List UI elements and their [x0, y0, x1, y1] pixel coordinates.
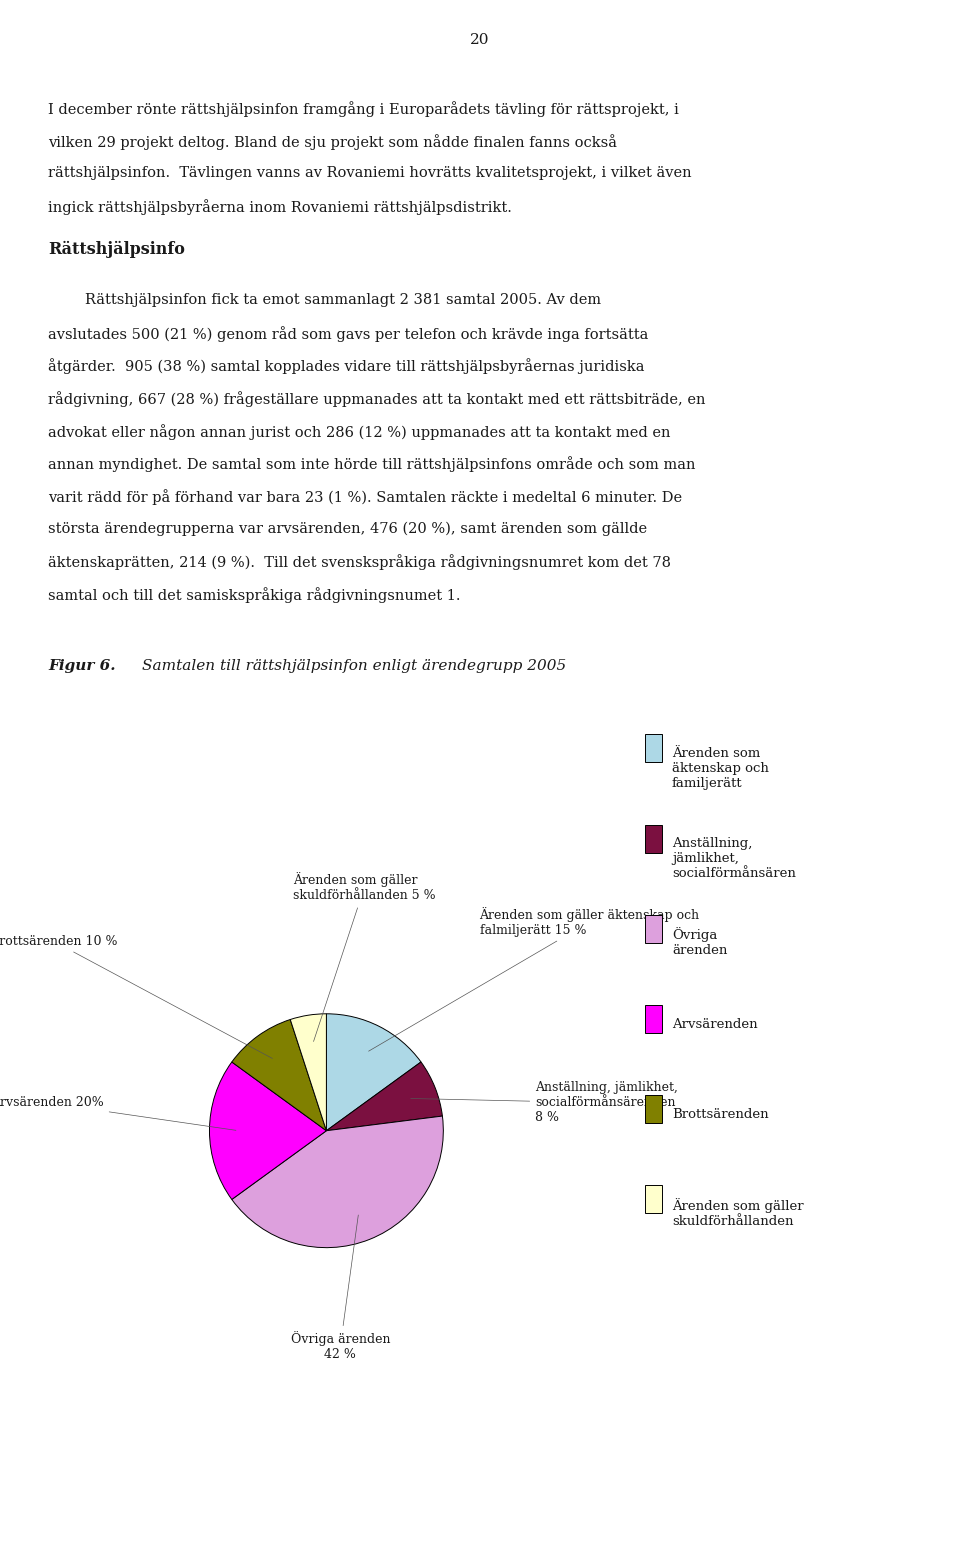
Wedge shape — [326, 1014, 421, 1130]
Text: Anställning, jämlikhet,
socialförmånsärenden
8 %: Anställning, jämlikhet, socialförmånsäre… — [411, 1081, 678, 1124]
Wedge shape — [326, 1062, 443, 1130]
Text: äktenskaprätten, 214 (9 %).  Till det svenskspråkiga rådgivningsnumret kom det 7: äktenskaprätten, 214 (9 %). Till det sve… — [48, 555, 671, 571]
Text: Arvsärenden 20%: Arvsärenden 20% — [0, 1096, 236, 1130]
Text: vilken 29 projekt deltog. Bland de sju projekt som nådde finalen fanns också: vilken 29 projekt deltog. Bland de sju p… — [48, 134, 617, 149]
Text: Brottsärenden 10 %: Brottsärenden 10 % — [0, 935, 273, 1059]
Wedge shape — [231, 1020, 326, 1130]
Text: Figur 6.: Figur 6. — [48, 659, 115, 673]
Text: Ärenden som gäller
skuldförhållanden: Ärenden som gäller skuldförhållanden — [672, 1197, 804, 1228]
Text: Rättshjälpsinfon fick ta emot sammanlagt 2 381 samtal 2005. Av dem: Rättshjälpsinfon fick ta emot sammanlagt… — [48, 294, 601, 308]
Text: Övriga ärenden
42 %: Övriga ärenden 42 % — [291, 1214, 390, 1361]
Text: Anställning,
jämlikhet,
socialförmånsären: Anställning, jämlikhet, socialförmånsäre… — [672, 837, 796, 880]
Text: åtgärder.  905 (38 %) samtal kopplades vidare till rättshjälpsbyråernas juridisk: åtgärder. 905 (38 %) samtal kopplades vi… — [48, 359, 644, 375]
Text: Övriga
ärenden: Övriga ärenden — [672, 927, 728, 958]
Text: I december rönte rättshjälpsinfon framgång i Europarådets tävling för rättsproje: I december rönte rättshjälpsinfon framgå… — [48, 101, 679, 117]
Text: 20: 20 — [470, 33, 490, 48]
Text: Samtalen till rättshjälpsinfon enligt ärendegrupp 2005: Samtalen till rättshjälpsinfon enligt är… — [142, 659, 566, 673]
Text: ingick rättshjälpsbyråerna inom Rovaniemi rättshjälpsdistrikt.: ingick rättshjälpsbyråerna inom Rovaniem… — [48, 199, 512, 215]
Text: samtal och till det samiskspråkiga rådgivningsnumet 1.: samtal och till det samiskspråkiga rådgi… — [48, 588, 461, 603]
Text: advokat eller någon annan jurist och 286 (12 %) uppmanades att ta kontakt med en: advokat eller någon annan jurist och 286… — [48, 425, 670, 440]
Text: rådgivning, 667 (28 %) frågeställare uppmanades att ta kontakt med ett rättsbitr: rådgivning, 667 (28 %) frågeställare upp… — [48, 392, 706, 407]
Text: Ärenden som gäller äktenskap och
falmiljerätt 15 %: Ärenden som gäller äktenskap och falmilj… — [369, 907, 700, 1051]
Text: Ärenden som
äktenskap och
familjerätt: Ärenden som äktenskap och familjerätt — [672, 746, 769, 790]
Text: Ärenden som gäller
skuldförhållanden 5 %: Ärenden som gäller skuldförhållanden 5 % — [293, 872, 436, 1042]
Text: avslutades 500 (21 %) genom råd som gavs per telefon och krävde inga fortsätta: avslutades 500 (21 %) genom råd som gavs… — [48, 327, 648, 342]
Wedge shape — [209, 1062, 326, 1199]
Text: rättshjälpsinfon.  Tävlingen vanns av Rovaniemi hovrätts kvalitetsprojekt, i vil: rättshjälpsinfon. Tävlingen vanns av Rov… — [48, 166, 691, 180]
Wedge shape — [290, 1014, 326, 1130]
Text: Brottsärenden: Brottsärenden — [672, 1107, 769, 1121]
Text: varit rädd för på förhand var bara 23 (1 %). Samtalen räckte i medeltal 6 minute: varit rädd för på förhand var bara 23 (1… — [48, 490, 683, 505]
Text: annan myndighet. De samtal som inte hörde till rättshjälpsinfons område och som : annan myndighet. De samtal som inte hörd… — [48, 457, 695, 473]
Wedge shape — [231, 1116, 444, 1247]
Text: Rättshjälpsinfo: Rättshjälpsinfo — [48, 241, 185, 258]
Text: Arvsärenden: Arvsärenden — [672, 1017, 757, 1031]
Text: största ärendegrupperna var arvsärenden, 476 (20 %), samt ärenden som gällde: största ärendegrupperna var arvsärenden,… — [48, 522, 647, 536]
